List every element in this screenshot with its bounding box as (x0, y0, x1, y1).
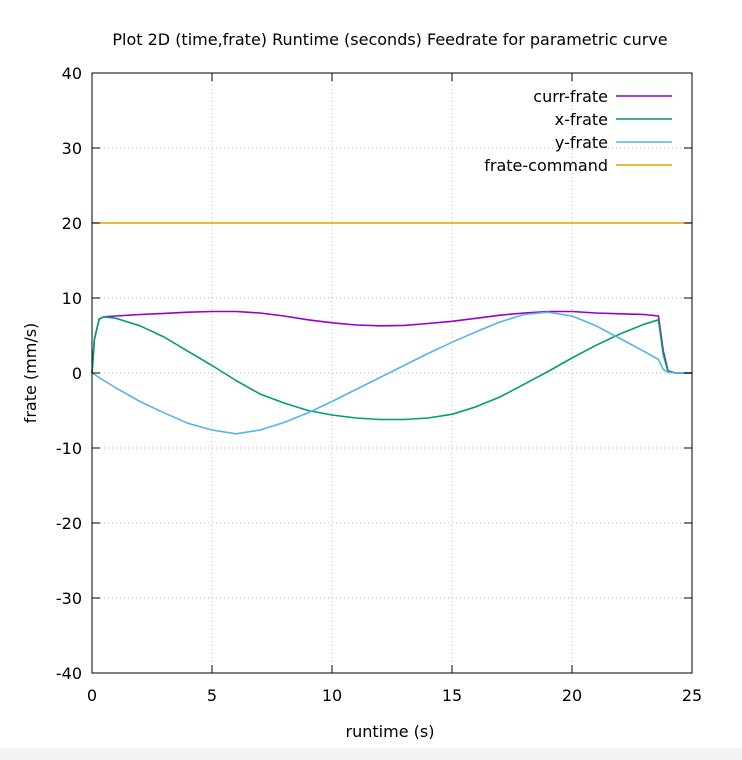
y-tick-label-1: -30 (56, 589, 82, 608)
legend: curr-frate x-frate y-frate frate-command (484, 87, 672, 175)
series-line-curr-frate (91, 310, 692, 374)
legend-label-x-frate: x-frate (555, 110, 608, 129)
x-tick-label-1: 5 (207, 686, 217, 705)
y-tick-label-8: 40 (62, 64, 82, 83)
bottom-strip (0, 748, 742, 760)
y-tick-label-2: -20 (56, 514, 82, 533)
x-tick-label-4: 20 (562, 686, 582, 705)
legend-label-y-frate: y-frate (555, 133, 608, 152)
series-line-y-frate (91, 311, 692, 435)
x-tick-label-2: 10 (322, 686, 342, 705)
x-tick-label-0: 0 (87, 686, 97, 705)
y-tick-label-4: 0 (72, 364, 82, 383)
y-tick-label-5: 10 (62, 289, 82, 308)
y-tick-label-0: -40 (56, 664, 82, 683)
series-group (91, 222, 692, 435)
x-tick-label-5: 25 (682, 686, 702, 705)
y-tick-label-3: -10 (56, 439, 82, 458)
series-line-x-frate (91, 315, 692, 421)
y-tick-label-7: 30 (62, 139, 82, 158)
x-tick-label-3: 15 (442, 686, 462, 705)
legend-label-curr-frate: curr-frate (533, 87, 608, 106)
y-axis-label: frate (mm/s) (21, 323, 40, 424)
y-tick-label-6: 20 (62, 214, 82, 233)
chart-title: Plot 2D (time,frate) Runtime (seconds) F… (112, 30, 667, 49)
legend-label-frate-command: frate-command (484, 156, 608, 175)
ticks: 0 5 10 15 20 25 -40 -30 -20 -10 0 10 20 30 40 (56, 64, 702, 705)
x-axis-label: runtime (s) (346, 722, 435, 741)
